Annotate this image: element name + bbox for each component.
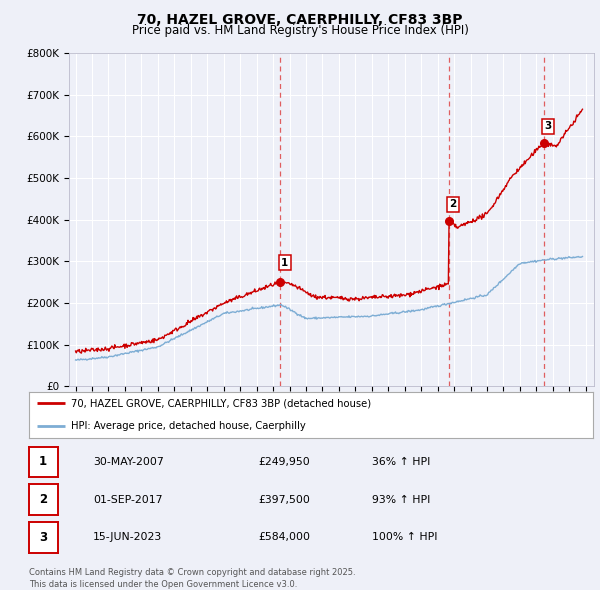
Text: HPI: Average price, detached house, Caerphilly: HPI: Average price, detached house, Caer… <box>71 421 306 431</box>
Text: 93% ↑ HPI: 93% ↑ HPI <box>372 495 430 504</box>
Text: £249,950: £249,950 <box>258 457 310 467</box>
Text: 100% ↑ HPI: 100% ↑ HPI <box>372 533 437 542</box>
Text: Contains HM Land Registry data © Crown copyright and database right 2025.
This d: Contains HM Land Registry data © Crown c… <box>29 568 355 589</box>
Text: £397,500: £397,500 <box>258 495 310 504</box>
Text: 3: 3 <box>544 122 551 132</box>
Text: 36% ↑ HPI: 36% ↑ HPI <box>372 457 430 467</box>
Text: 1: 1 <box>39 455 47 468</box>
Text: 15-JUN-2023: 15-JUN-2023 <box>93 533 162 542</box>
Text: 30-MAY-2007: 30-MAY-2007 <box>93 457 164 467</box>
Text: 2: 2 <box>39 493 47 506</box>
Text: £584,000: £584,000 <box>258 533 310 542</box>
Text: 70, HAZEL GROVE, CAERPHILLY, CF83 3BP (detached house): 70, HAZEL GROVE, CAERPHILLY, CF83 3BP (d… <box>71 398 371 408</box>
Text: 01-SEP-2017: 01-SEP-2017 <box>93 495 163 504</box>
Text: 70, HAZEL GROVE, CAERPHILLY, CF83 3BP: 70, HAZEL GROVE, CAERPHILLY, CF83 3BP <box>137 13 463 27</box>
Text: 2: 2 <box>449 199 457 209</box>
Text: 1: 1 <box>281 258 289 268</box>
Text: 3: 3 <box>39 531 47 544</box>
Text: Price paid vs. HM Land Registry's House Price Index (HPI): Price paid vs. HM Land Registry's House … <box>131 24 469 37</box>
